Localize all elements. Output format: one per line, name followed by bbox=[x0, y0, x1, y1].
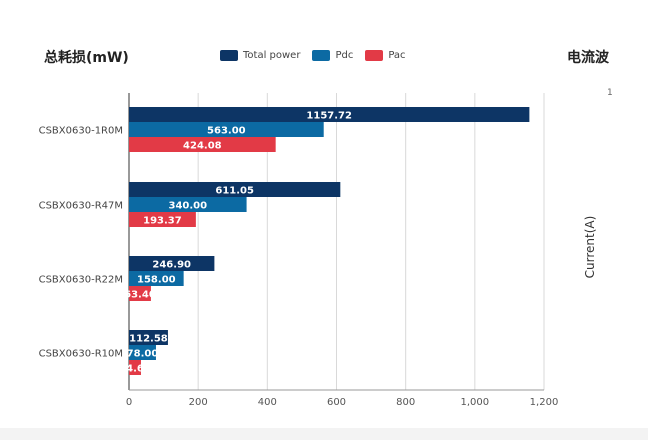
data-label-total-power-0: 1157.72 bbox=[306, 111, 352, 122]
legend-label-pac: Pac bbox=[388, 50, 406, 61]
right-axis-tick: 1 bbox=[607, 88, 613, 98]
legend-swatch-pac bbox=[365, 50, 384, 61]
legend-label-total-power: Total power bbox=[243, 50, 301, 61]
x-tick-label-600: 600 bbox=[327, 397, 346, 408]
data-label-pac-1: 193.37 bbox=[143, 216, 182, 227]
x-tick-label-1200: 1,200 bbox=[530, 397, 559, 408]
x-tick-label-400: 400 bbox=[258, 397, 277, 408]
x-tick-label-0: 0 bbox=[126, 397, 132, 408]
bar-total-power-0[interactable] bbox=[129, 107, 530, 122]
bar-total-power-2[interactable] bbox=[129, 256, 215, 271]
bar-pdc-1[interactable] bbox=[129, 197, 247, 212]
chart-title: 总耗损(mW) bbox=[44, 50, 129, 66]
category-label-0: CSBX0630-1R0M bbox=[39, 126, 123, 137]
footer-strip bbox=[0, 428, 648, 440]
bar-total-power-1[interactable] bbox=[129, 182, 341, 197]
bar-pdc-2[interactable] bbox=[129, 271, 184, 286]
x-tick-label-200: 200 bbox=[189, 397, 208, 408]
data-label-pdc-1: 340.00 bbox=[168, 201, 207, 212]
bar-pac-3[interactable] bbox=[129, 360, 141, 375]
category-label-3: CSBX0630-R10M bbox=[39, 349, 123, 360]
data-label-pac-3: 34.65 bbox=[119, 364, 151, 375]
data-label-total-power-2: 246.90 bbox=[152, 260, 191, 271]
category-label-2: CSBX0630-R22M bbox=[39, 275, 123, 286]
legend: Total power Pdc Pac bbox=[220, 50, 418, 61]
legend-swatch-pdc bbox=[312, 50, 331, 61]
bar-pac-0[interactable] bbox=[129, 137, 276, 152]
bar-pdc-0[interactable] bbox=[129, 122, 324, 137]
legend-item-total-power[interactable]: Total power bbox=[220, 50, 300, 61]
legend-swatch-total-power bbox=[220, 50, 238, 61]
legend-item-pac[interactable]: Pac bbox=[365, 50, 406, 61]
bar-pac-2[interactable] bbox=[129, 286, 151, 301]
data-label-pdc-3: 78.00 bbox=[127, 349, 159, 360]
data-label-pdc-2: 158.00 bbox=[137, 275, 176, 286]
right-chart-title: 电流波 bbox=[567, 50, 609, 66]
bar-total-power-3[interactable] bbox=[129, 330, 168, 345]
data-label-pac-0: 424.08 bbox=[183, 141, 222, 152]
category-label-1: CSBX0630-R47M bbox=[39, 201, 123, 212]
legend-label-pdc: Pdc bbox=[335, 50, 354, 61]
bar-pdc-3[interactable] bbox=[129, 345, 156, 360]
data-label-pdc-0: 563.00 bbox=[207, 126, 246, 137]
data-label-total-power-1: 611.05 bbox=[215, 186, 254, 197]
legend-item-pdc[interactable]: Pdc bbox=[312, 50, 353, 61]
x-tick-label-1000: 1,000 bbox=[461, 397, 490, 408]
bar-pac-1[interactable] bbox=[129, 212, 196, 227]
data-label-pac-2: 63.40 bbox=[124, 290, 156, 301]
data-label-total-power-3: 112.58 bbox=[129, 334, 168, 345]
x-tick-label-800: 800 bbox=[396, 397, 415, 408]
